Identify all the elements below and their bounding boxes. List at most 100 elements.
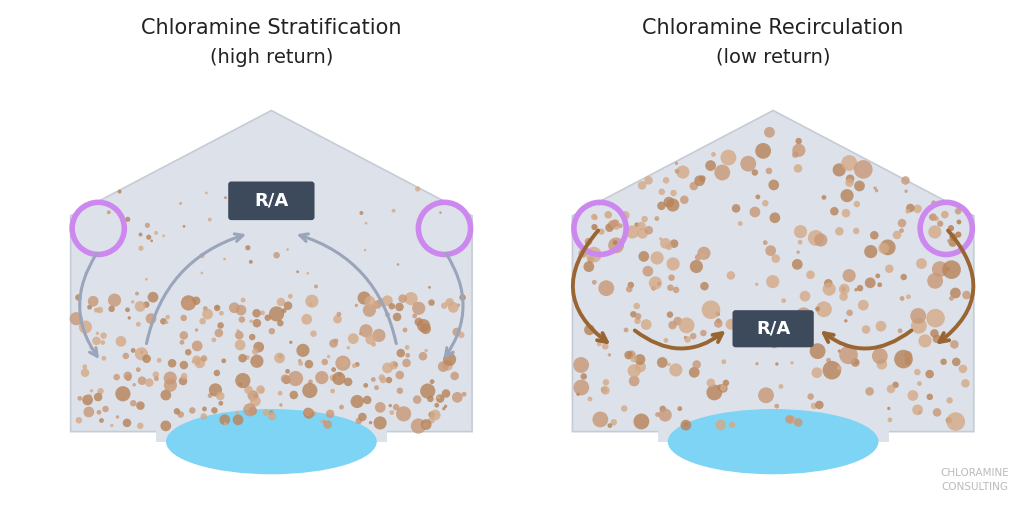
Point [669, 159, 685, 167]
Point [144, 293, 161, 301]
Point [657, 176, 674, 184]
Point [77, 362, 93, 371]
Point [379, 296, 395, 305]
Point [737, 329, 754, 337]
Point [445, 303, 462, 311]
Point [234, 376, 251, 385]
Point [176, 331, 193, 339]
Point [326, 339, 342, 348]
Point [247, 361, 263, 370]
Point [132, 230, 148, 239]
Point [357, 381, 374, 390]
Point [836, 285, 852, 293]
Point [954, 365, 971, 373]
Point [862, 247, 879, 255]
Text: Chloramine Recirculation: Chloramine Recirculation [642, 17, 904, 38]
Point [300, 269, 316, 278]
Point [600, 211, 616, 219]
Point [232, 341, 249, 349]
Point [649, 411, 666, 419]
Point [392, 387, 409, 395]
Point [120, 372, 136, 380]
Point [664, 273, 680, 282]
Point [174, 338, 190, 347]
Point [694, 175, 711, 183]
Point [176, 361, 193, 369]
Point [765, 278, 781, 286]
Point [180, 299, 197, 307]
Point [272, 401, 289, 409]
Point [582, 395, 598, 403]
Point [688, 262, 705, 270]
Point [662, 310, 678, 318]
Point [332, 370, 348, 378]
Point [424, 411, 440, 419]
Point [913, 260, 930, 268]
Point [180, 348, 197, 356]
Point [304, 297, 321, 305]
Point [831, 227, 848, 236]
Point [244, 333, 260, 341]
Point [200, 310, 216, 318]
Point [95, 354, 112, 362]
Point [103, 421, 120, 430]
Point [384, 302, 400, 310]
Point [241, 386, 257, 394]
Point [451, 301, 467, 309]
Point [605, 418, 622, 426]
Point [372, 403, 388, 412]
Point [95, 332, 112, 340]
Point [909, 205, 926, 213]
Point [712, 383, 728, 392]
Point [390, 261, 407, 269]
Point [586, 278, 602, 286]
Point [156, 232, 172, 240]
Point [115, 390, 131, 398]
Point [349, 397, 366, 406]
Point [432, 394, 449, 402]
Point [216, 416, 232, 424]
Point [148, 375, 165, 383]
Point [640, 267, 656, 275]
Point [855, 165, 871, 174]
Polygon shape [71, 111, 472, 432]
Point [369, 383, 385, 392]
Point [925, 213, 941, 221]
Point [437, 402, 454, 411]
Point [900, 207, 916, 216]
Point [720, 154, 736, 162]
Point [188, 326, 205, 334]
Point [422, 395, 438, 403]
Point [288, 374, 304, 382]
Point [391, 371, 408, 379]
Point [209, 303, 225, 311]
Point [334, 403, 350, 411]
Point [336, 359, 352, 367]
Point [950, 230, 967, 239]
Point [839, 191, 855, 200]
Point [375, 376, 391, 384]
Point [81, 303, 97, 311]
Point [138, 355, 155, 363]
Point [271, 354, 288, 362]
Point [349, 360, 366, 369]
Point [629, 221, 645, 229]
Point [592, 199, 608, 207]
Point [888, 381, 904, 389]
Point [947, 417, 964, 425]
Point [276, 375, 293, 383]
Point [841, 351, 857, 359]
Point [932, 220, 948, 228]
Point [216, 255, 232, 263]
Point [272, 319, 289, 327]
Point [714, 168, 730, 177]
Point [929, 215, 945, 223]
Point [372, 419, 388, 427]
Point [806, 402, 822, 410]
Point [439, 361, 456, 370]
Point [740, 328, 757, 336]
Point [357, 246, 374, 254]
Point [842, 175, 858, 183]
Point [420, 387, 436, 395]
Point [768, 254, 784, 263]
